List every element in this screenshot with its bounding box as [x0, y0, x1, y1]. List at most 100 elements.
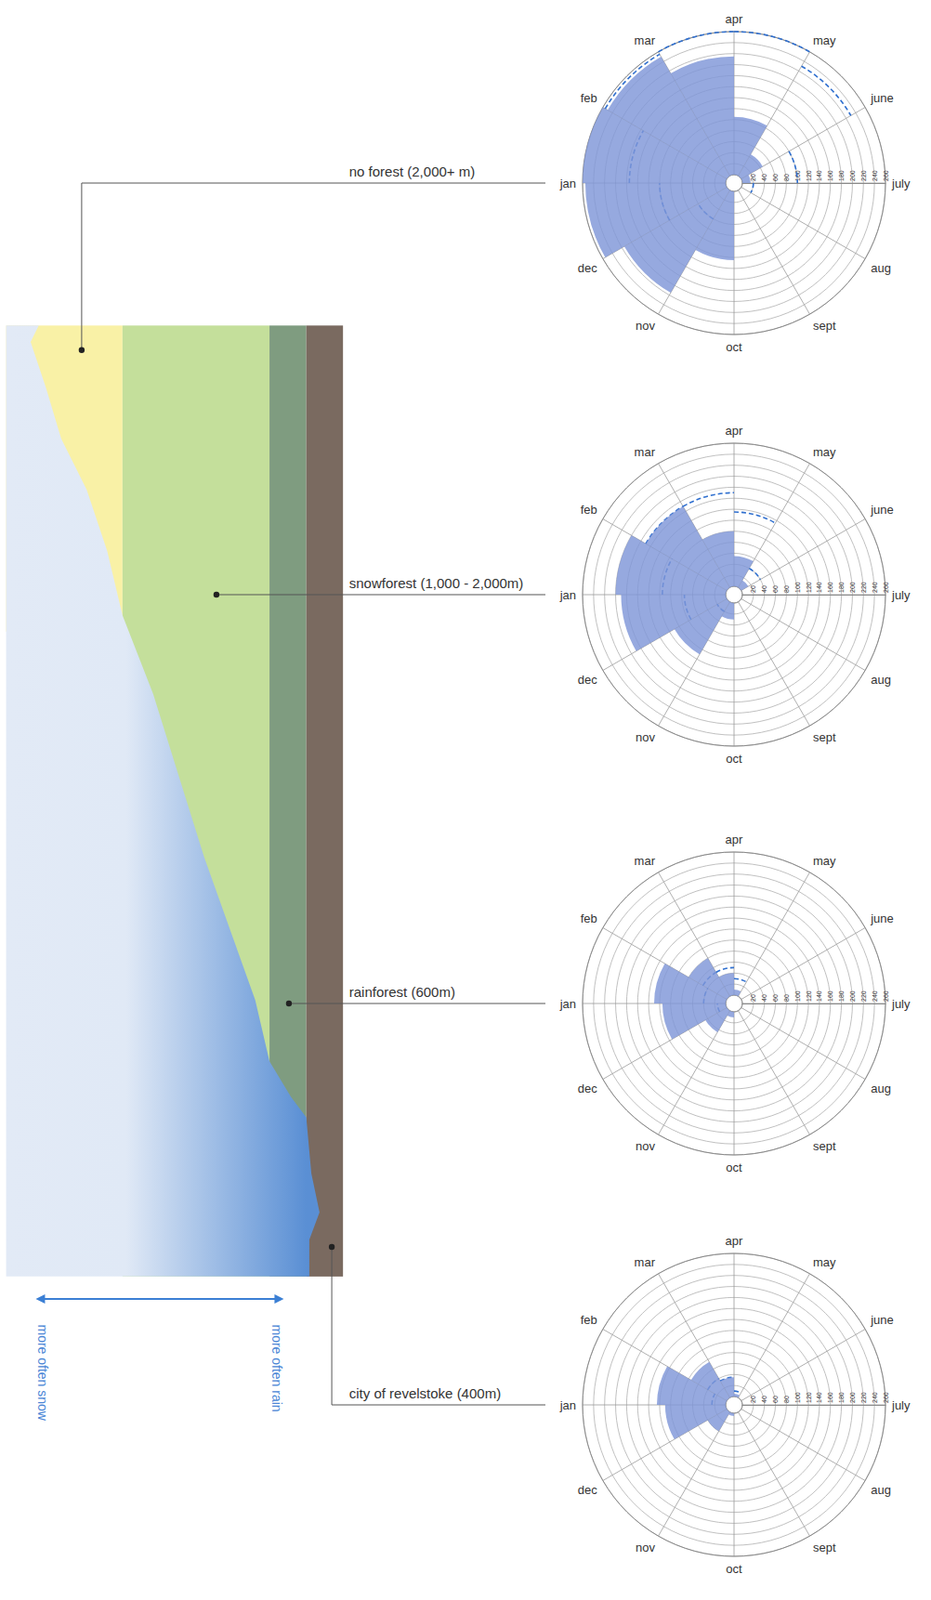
- svg-text:july: july: [891, 176, 911, 191]
- svg-text:oct: oct: [725, 340, 743, 355]
- svg-text:apr: apr: [725, 832, 744, 847]
- svg-text:feb: feb: [580, 1312, 598, 1327]
- svg-text:40: 40: [760, 585, 768, 593]
- svg-text:160: 160: [826, 990, 834, 1002]
- svg-text:may: may: [812, 853, 837, 868]
- svg-text:180: 180: [838, 1391, 845, 1404]
- svg-text:80: 80: [783, 994, 790, 1002]
- svg-text:nov: nov: [635, 1139, 656, 1154]
- svg-text:dec: dec: [577, 261, 598, 276]
- svg-text:80: 80: [783, 173, 790, 182]
- svg-text:july: july: [891, 588, 911, 603]
- svg-text:160: 160: [826, 170, 834, 182]
- svg-text:may: may: [812, 445, 837, 459]
- svg-text:mar: mar: [634, 853, 656, 868]
- svg-text:sept: sept: [812, 1139, 837, 1154]
- svg-text:oct: oct: [725, 1561, 743, 1576]
- svg-text:60: 60: [772, 1395, 779, 1404]
- svg-text:60: 60: [772, 173, 779, 182]
- svg-text:20: 20: [749, 585, 757, 593]
- svg-text:july: july: [891, 1398, 911, 1413]
- svg-text:220: 220: [860, 581, 867, 593]
- svg-text:40: 40: [760, 1395, 768, 1404]
- svg-text:nov: nov: [635, 730, 656, 745]
- svg-text:dec: dec: [577, 1482, 598, 1497]
- svg-text:mar: mar: [634, 445, 656, 459]
- svg-text:200: 200: [849, 990, 856, 1002]
- svg-text:mar: mar: [634, 1255, 656, 1270]
- svg-text:240: 240: [871, 1391, 879, 1404]
- svg-text:160: 160: [826, 581, 834, 593]
- svg-text:260: 260: [882, 581, 890, 593]
- svg-text:feb: feb: [580, 91, 598, 105]
- svg-text:260: 260: [882, 170, 890, 182]
- svg-text:260: 260: [882, 1391, 890, 1404]
- svg-text:220: 220: [860, 170, 867, 182]
- svg-text:rainforest (600m): rainforest (600m): [349, 983, 456, 1000]
- svg-text:oct: oct: [725, 751, 743, 766]
- svg-text:180: 180: [838, 170, 845, 182]
- svg-text:60: 60: [772, 585, 779, 593]
- svg-text:feb: feb: [580, 911, 598, 926]
- svg-text:120: 120: [805, 1391, 813, 1404]
- svg-text:160: 160: [826, 1391, 834, 1404]
- svg-text:dec: dec: [577, 1081, 598, 1096]
- svg-text:80: 80: [783, 1395, 790, 1404]
- svg-text:200: 200: [849, 581, 856, 593]
- svg-text:120: 120: [805, 990, 813, 1002]
- svg-text:apr: apr: [725, 423, 744, 438]
- svg-text:80: 80: [783, 585, 790, 593]
- svg-text:60: 60: [772, 994, 779, 1002]
- svg-text:20: 20: [749, 1395, 757, 1404]
- svg-text:100: 100: [794, 1391, 801, 1404]
- svg-text:no forest (2,000+ m): no forest (2,000+ m): [349, 163, 475, 180]
- svg-text:mar: mar: [634, 33, 656, 48]
- svg-text:180: 180: [838, 581, 845, 593]
- svg-text:nov: nov: [635, 1540, 656, 1555]
- svg-text:aug: aug: [870, 261, 892, 276]
- svg-text:140: 140: [815, 581, 823, 593]
- svg-text:may: may: [812, 33, 837, 48]
- svg-text:july: july: [891, 996, 911, 1011]
- svg-text:120: 120: [805, 581, 813, 593]
- svg-text:sept: sept: [812, 1540, 837, 1555]
- svg-text:city of revelstoke (400m): city of revelstoke (400m): [349, 1385, 501, 1402]
- svg-text:140: 140: [815, 990, 823, 1002]
- svg-text:jan: jan: [559, 588, 577, 603]
- svg-text:200: 200: [849, 1391, 856, 1404]
- svg-text:more often rain: more often rain: [269, 1324, 285, 1412]
- svg-text:260: 260: [882, 990, 890, 1002]
- svg-text:jan: jan: [559, 1398, 577, 1413]
- svg-text:20: 20: [749, 994, 757, 1002]
- svg-text:120: 120: [805, 170, 813, 182]
- svg-text:220: 220: [860, 1391, 867, 1404]
- svg-text:40: 40: [760, 994, 768, 1002]
- svg-text:180: 180: [838, 990, 845, 1002]
- svg-text:sept: sept: [812, 730, 837, 745]
- svg-text:apr: apr: [725, 1233, 744, 1248]
- svg-text:140: 140: [815, 170, 823, 182]
- svg-text:100: 100: [794, 990, 801, 1002]
- svg-text:apr: apr: [725, 12, 744, 27]
- svg-text:aug: aug: [870, 1081, 892, 1096]
- svg-text:220: 220: [860, 990, 867, 1002]
- svg-text:nov: nov: [635, 318, 656, 333]
- svg-text:140: 140: [815, 1391, 823, 1404]
- svg-text:feb: feb: [580, 502, 598, 517]
- svg-text:may: may: [812, 1255, 837, 1270]
- svg-text:jan: jan: [559, 996, 577, 1011]
- svg-text:more often snow: more often snow: [35, 1324, 51, 1421]
- svg-text:oct: oct: [725, 1160, 743, 1175]
- svg-text:240: 240: [871, 170, 879, 182]
- svg-text:200: 200: [849, 170, 856, 182]
- svg-text:100: 100: [794, 581, 801, 593]
- svg-text:40: 40: [760, 173, 768, 182]
- svg-text:aug: aug: [870, 672, 892, 687]
- svg-text:240: 240: [871, 581, 879, 593]
- svg-text:sept: sept: [812, 318, 837, 333]
- svg-text:june: june: [869, 502, 894, 517]
- svg-text:240: 240: [871, 990, 879, 1002]
- svg-text:dec: dec: [577, 672, 598, 687]
- svg-text:june: june: [869, 911, 894, 926]
- svg-text:june: june: [869, 1312, 894, 1327]
